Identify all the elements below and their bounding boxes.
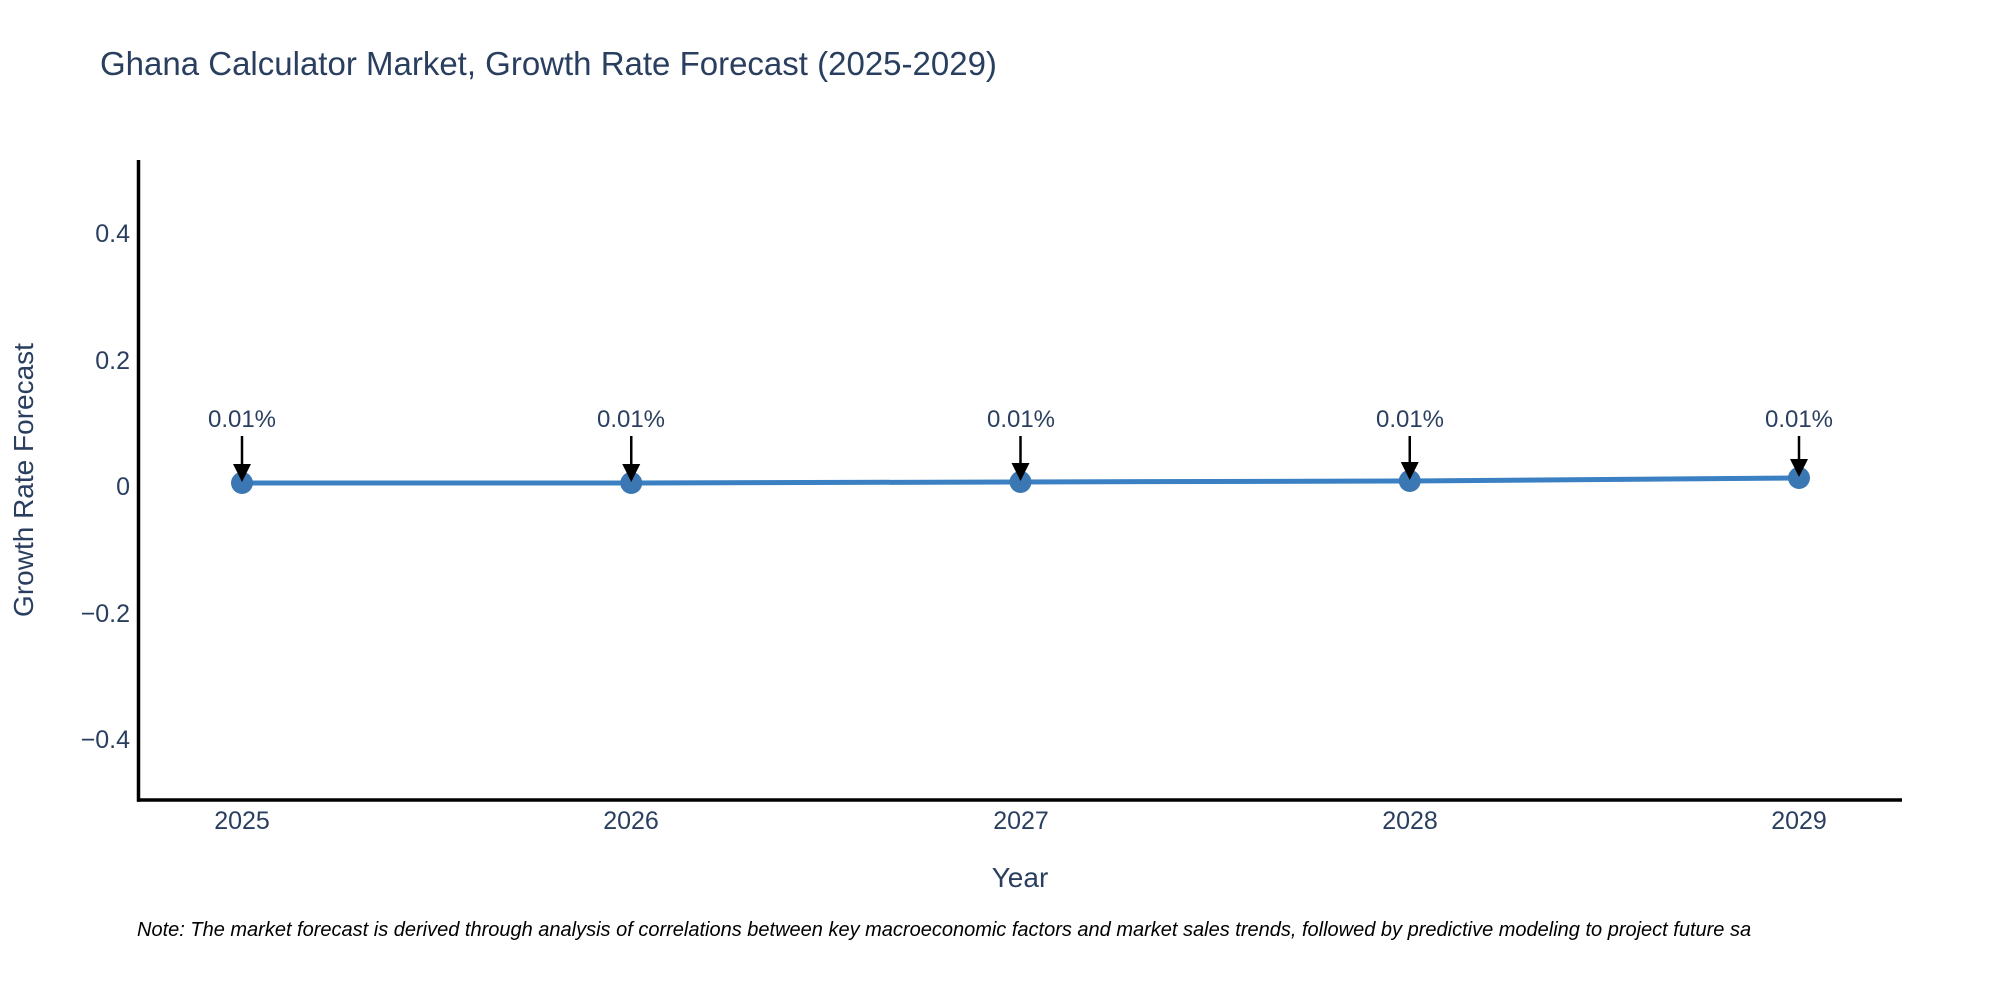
footnote: Note: The market forecast is derived thr… <box>137 919 1752 941</box>
y-tick-label: −0.2 <box>80 600 130 628</box>
annotation-arrowhead <box>622 463 641 482</box>
data-point-2025 <box>231 471 253 494</box>
x-tick-label: 2029 <box>1771 807 1827 835</box>
point-annotation: 0.01% <box>1375 406 1445 433</box>
y-tick-label: 0 <box>116 473 130 501</box>
y-tick-label: −0.4 <box>80 726 130 754</box>
x-tick-label: 2028 <box>1382 807 1438 835</box>
point-annotation: 0.01% <box>1764 406 1834 433</box>
annotation-arrowhead <box>233 463 251 482</box>
annotation-arrowhead <box>1790 458 1808 477</box>
annotation-arrowhead <box>1011 462 1030 481</box>
y-tick-label: 0.4 <box>95 220 130 248</box>
y-tick-label: 0.2 <box>95 347 130 375</box>
data-point-2026 <box>620 471 643 494</box>
x-tick-label: 2026 <box>603 807 659 835</box>
point-annotation: 0.01% <box>596 406 666 433</box>
x-tick-label: 2025 <box>214 807 270 835</box>
data-point-2029 <box>1788 466 1810 489</box>
data-point-2028 <box>1398 469 1421 492</box>
chart-title: Ghana Calculator Market, Growth Rate For… <box>100 45 997 82</box>
point-annotation: 0.01% <box>986 406 1056 433</box>
x-axis-title: Year <box>991 862 1049 893</box>
data-point-2027 <box>1009 470 1032 493</box>
annotation-arrowhead <box>1400 461 1419 480</box>
x-tick-label: 2027 <box>993 807 1049 835</box>
point-annotation: 0.01% <box>207 406 277 433</box>
